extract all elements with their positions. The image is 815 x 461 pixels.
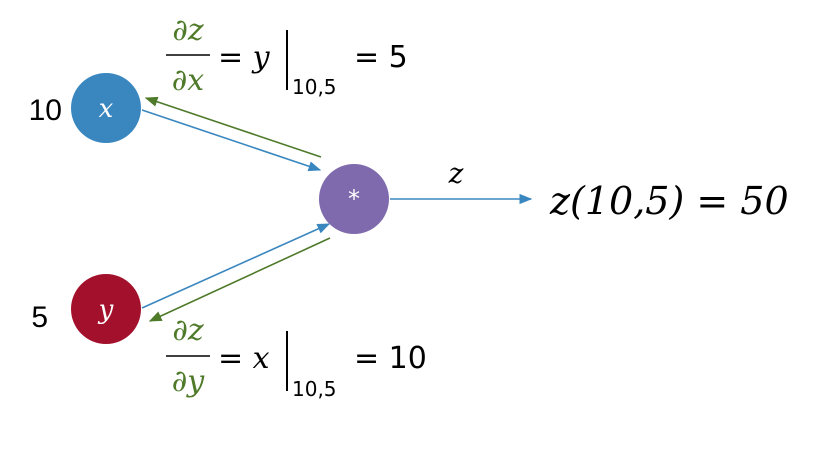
node-y-label: y [98,295,114,325]
dz-dy-rhs: = x [218,341,270,376]
dz-dx-numerator: ∂z [172,13,204,48]
dz-dy-eval-point: 10,5 [292,377,337,401]
gradient-dz-dy: ∂z ∂y = x 10,5 = 10 [166,313,427,401]
backward-edge-op-to-y [148,237,331,322]
forward-edge-y-to-op [141,223,331,309]
node-y: y [71,274,141,344]
forward-edge-x-to-op [141,109,322,172]
dz-dx-result: = 5 [354,40,408,75]
gradient-dz-dx: ∂z ∂x = y 10,5 = 5 [166,13,408,99]
dz-dy-denominator: ∂y [172,364,206,399]
node-x-label: x [99,94,114,124]
dz-dx-rhs: = y [218,40,271,75]
x-input-value: 10 [29,94,62,127]
dz-dy-result: = 10 [354,341,427,376]
dz-dx-denominator: ∂x [172,63,205,98]
node-x: x [71,73,141,143]
node-multiply: * [319,164,389,234]
y-input-value: 5 [31,301,48,334]
node-multiply-label: * [348,185,360,213]
output-result: z(10,5) = 50 [549,179,789,223]
node-multiply-circle [319,164,389,234]
output-edge-label: z [448,157,464,190]
dz-dx-eval-point: 10,5 [292,75,337,99]
dz-dy-numerator: ∂z [172,313,204,348]
backward-edge-op-to-x [144,96,322,158]
node-y-circle [71,274,141,344]
node-x-circle [71,73,141,143]
